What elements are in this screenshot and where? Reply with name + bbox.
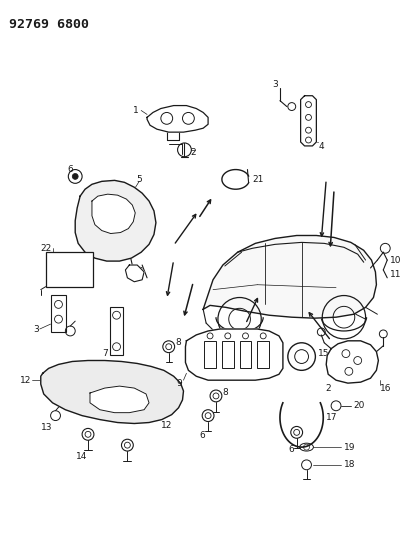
Polygon shape [147, 106, 208, 132]
Text: 16: 16 [380, 384, 392, 393]
Text: 22: 22 [41, 244, 52, 253]
Bar [204, 341, 216, 368]
Text: 12: 12 [161, 421, 173, 430]
Circle shape [72, 173, 78, 180]
Polygon shape [75, 180, 156, 261]
Text: 8: 8 [223, 389, 229, 398]
Text: 3: 3 [272, 80, 278, 90]
Text: 11: 11 [390, 270, 402, 279]
Text: 1: 1 [133, 106, 139, 115]
Text: 2: 2 [325, 384, 331, 393]
Polygon shape [90, 386, 149, 413]
Text: 12: 12 [19, 376, 31, 385]
Bar [50, 295, 66, 332]
Text: 6: 6 [199, 431, 205, 440]
Text: 8: 8 [176, 338, 181, 348]
Text: 17: 17 [326, 413, 338, 422]
Polygon shape [185, 329, 283, 380]
Bar [109, 308, 124, 354]
Text: 18: 18 [344, 461, 356, 470]
Text: 19: 19 [344, 442, 356, 451]
Text: 10: 10 [390, 256, 402, 264]
Text: 14: 14 [76, 453, 88, 462]
Polygon shape [203, 236, 377, 318]
Text: 15: 15 [318, 349, 330, 358]
Text: 3: 3 [33, 325, 39, 334]
Text: 20: 20 [354, 401, 365, 410]
Polygon shape [41, 360, 183, 424]
FancyBboxPatch shape [46, 252, 93, 287]
Text: 9: 9 [177, 378, 183, 387]
Text: 4: 4 [318, 142, 324, 151]
Text: 6: 6 [67, 165, 73, 174]
Text: 7: 7 [102, 349, 107, 358]
Text: 92769 6800: 92769 6800 [9, 18, 89, 31]
Polygon shape [301, 96, 316, 146]
Text: 2: 2 [190, 148, 196, 157]
Polygon shape [92, 194, 135, 233]
Polygon shape [326, 341, 379, 383]
Bar [257, 341, 269, 368]
Text: 21: 21 [252, 175, 264, 184]
Polygon shape [125, 265, 144, 282]
Text: 6: 6 [288, 445, 294, 454]
Text: 5: 5 [136, 175, 142, 184]
Bar [240, 341, 251, 368]
Bar [222, 341, 234, 368]
Text: 13: 13 [41, 423, 53, 432]
